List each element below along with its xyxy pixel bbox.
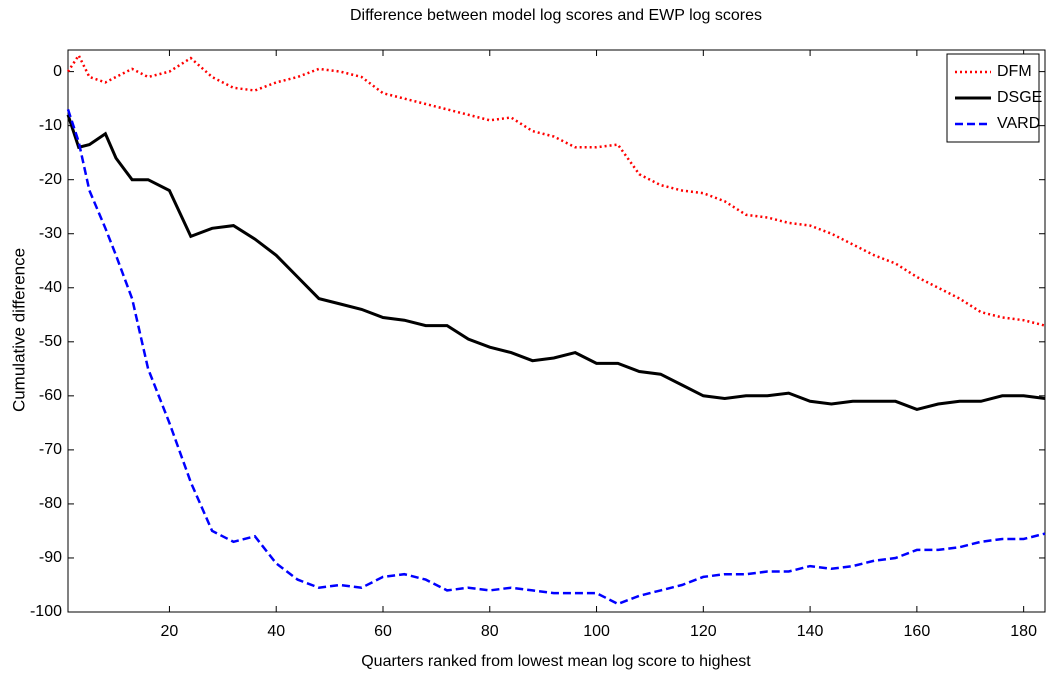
x-tick-label: 180 xyxy=(1010,623,1037,640)
legend-label: DFM xyxy=(997,63,1032,80)
x-tick-label: 140 xyxy=(797,623,824,640)
y-tick-label: -60 xyxy=(39,387,62,404)
x-tick-label: 40 xyxy=(267,623,285,640)
y-tick-label: -70 xyxy=(39,441,62,458)
series-line xyxy=(66,52,1046,327)
y-tick-label: -30 xyxy=(39,225,62,242)
y-tick-label: -80 xyxy=(39,495,62,512)
y-axis-label: Cumulative difference xyxy=(9,248,28,412)
y-tick-label: 0 xyxy=(53,63,62,80)
y-tick-label: -100 xyxy=(30,603,62,620)
x-tick-label: 20 xyxy=(161,623,179,640)
series-line xyxy=(66,114,1046,411)
plot-frame xyxy=(67,49,1046,613)
y-tick-label: -40 xyxy=(39,279,62,296)
legend-label: DSGE xyxy=(997,89,1042,106)
x-tick-label: 120 xyxy=(690,623,717,640)
x-axis-label: Quarters ranked from lowest mean log sco… xyxy=(361,653,751,670)
x-tick-label: 160 xyxy=(904,623,931,640)
y-tick-label: -20 xyxy=(39,171,62,188)
chart-title: Difference between model log scores and … xyxy=(350,7,762,24)
x-tick-label: 60 xyxy=(374,623,392,640)
x-tick-label: 100 xyxy=(583,623,610,640)
series-line xyxy=(66,109,1046,606)
y-tick-label: -90 xyxy=(39,549,62,566)
legend-label: VARD xyxy=(997,115,1040,132)
y-tick-label: -10 xyxy=(39,117,62,134)
y-tick-label: -50 xyxy=(39,333,62,350)
x-tick-label: 80 xyxy=(481,623,499,640)
